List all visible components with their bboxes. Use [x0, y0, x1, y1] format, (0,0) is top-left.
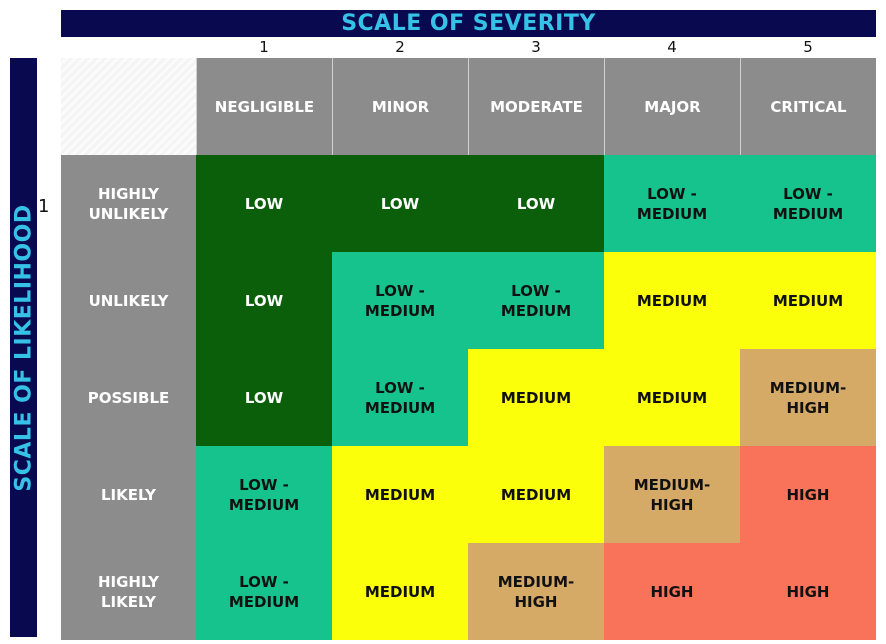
matrix-corner: [61, 58, 196, 155]
severity-header: NEGLIGIBLE: [196, 58, 332, 155]
likelihood-number: 1: [38, 196, 50, 217]
risk-cell: MEDIUM: [468, 349, 604, 446]
severity-number: 5: [803, 38, 813, 56]
likelihood-row-label: LIKELY: [61, 446, 196, 543]
severity-header: MAJOR: [604, 58, 740, 155]
risk-cell: LOW - MEDIUM: [332, 252, 468, 349]
severity-header: MODERATE: [468, 58, 604, 155]
severity-number: 2: [395, 38, 405, 56]
severity-header: MINOR: [332, 58, 468, 155]
likelihood-scale-banner: SCALE OF LIKELIHOOD: [10, 58, 37, 637]
severity-number: 1: [259, 38, 269, 56]
risk-cell: LOW: [468, 155, 604, 252]
severity-scale-title: SCALE OF SEVERITY: [341, 11, 596, 36]
risk-cell: HIGH: [740, 543, 876, 640]
risk-cell: LOW - MEDIUM: [196, 446, 332, 543]
likelihood-scale-title: SCALE OF LIKELIHOOD: [11, 203, 36, 492]
likelihood-row-label: HIGHLY LIKELY: [61, 543, 196, 640]
risk-cell: HIGH: [604, 543, 740, 640]
severity-number: 4: [667, 38, 677, 56]
risk-cell: MEDIUM: [604, 252, 740, 349]
severity-scale-banner: SCALE OF SEVERITY: [61, 10, 876, 37]
risk-cell: LOW - MEDIUM: [604, 155, 740, 252]
risk-cell: MEDIUM- HIGH: [468, 543, 604, 640]
risk-cell: MEDIUM: [740, 252, 876, 349]
risk-cell: LOW - MEDIUM: [740, 155, 876, 252]
risk-cell: MEDIUM: [332, 446, 468, 543]
risk-cell: MEDIUM: [332, 543, 468, 640]
risk-cell: MEDIUM: [604, 349, 740, 446]
severity-number: 3: [531, 38, 541, 56]
risk-cell: LOW: [332, 155, 468, 252]
risk-cell: MEDIUM- HIGH: [740, 349, 876, 446]
risk-cell: LOW: [196, 155, 332, 252]
risk-cell: LOW - MEDIUM: [332, 349, 468, 446]
risk-cell: LOW - MEDIUM: [468, 252, 604, 349]
likelihood-row-label: UNLIKELY: [61, 252, 196, 349]
severity-header: CRITICAL: [740, 58, 876, 155]
risk-cell: MEDIUM- HIGH: [604, 446, 740, 543]
risk-cell: LOW: [196, 252, 332, 349]
risk-cell: HIGH: [740, 446, 876, 543]
likelihood-row-label: HIGHLY UNLIKELY: [61, 155, 196, 252]
risk-cell: MEDIUM: [468, 446, 604, 543]
risk-cell: LOW: [196, 349, 332, 446]
likelihood-row-label: POSSIBLE: [61, 349, 196, 446]
risk-cell: LOW - MEDIUM: [196, 543, 332, 640]
